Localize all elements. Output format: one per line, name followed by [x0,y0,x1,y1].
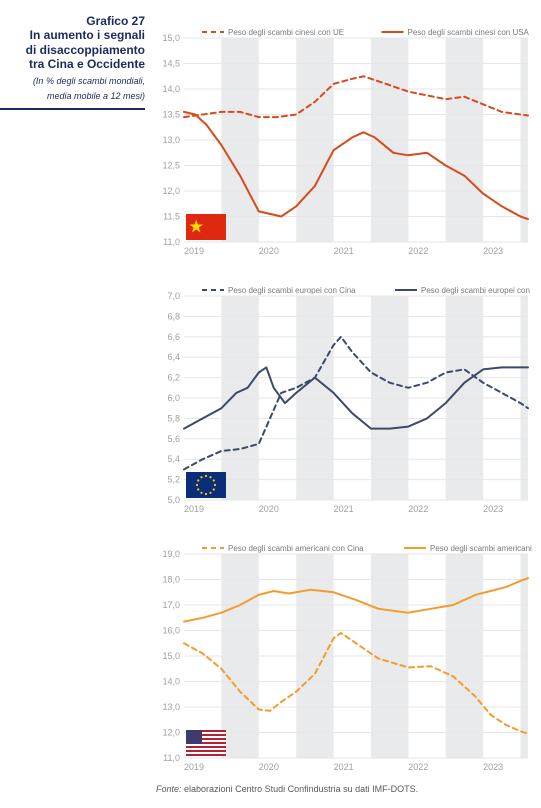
svg-text:17,0: 17,0 [162,600,180,610]
svg-text:2020: 2020 [259,762,279,772]
svg-text:18,0: 18,0 [162,575,180,585]
svg-text:2020: 2020 [259,246,279,256]
svg-text:12,5: 12,5 [162,161,180,171]
svg-text:Peso degli scambi cinesi con U: Peso degli scambi cinesi con UE [228,28,344,37]
svg-text:12,0: 12,0 [162,186,180,196]
svg-text:15,0: 15,0 [162,651,180,661]
svg-text:Peso degli scambi americani co: Peso degli scambi americani con Cina [228,544,364,553]
svg-text:11,5: 11,5 [163,212,180,222]
title-rule [0,108,145,110]
svg-text:2022: 2022 [408,504,428,514]
svg-text:14,0: 14,0 [162,84,180,94]
svg-text:2022: 2022 [408,762,428,772]
chart-number: Grafico 27 [0,14,145,28]
svg-text:14,5: 14,5 [162,59,180,69]
svg-text:2019: 2019 [184,504,204,514]
svg-text:Peso degli scambi cinesi con U: Peso degli scambi cinesi con USA [408,28,530,37]
svg-text:2021: 2021 [334,762,354,772]
svg-text:5,0: 5,0 [167,495,180,505]
svg-text:2019: 2019 [184,762,204,772]
svg-text:11,0: 11,0 [163,753,180,763]
chart-source: Fonte: elaborazioni Centro Studi Confind… [156,784,532,794]
chart-title-line2: di disaccoppiamento [0,43,145,57]
svg-text:2023: 2023 [483,504,503,514]
chart-usa: 11,0 12,0 13,0 14,0 15,0 16,0 17,0 18,0 19,0 2019… [156,534,532,776]
svg-text:6,4: 6,4 [167,352,180,362]
svg-text:5,6: 5,6 [167,434,180,444]
svg-text:14,0: 14,0 [162,677,180,687]
svg-text:19,0: 19,0 [162,549,180,559]
svg-text:13,0: 13,0 [162,702,180,712]
svg-text:5,2: 5,2 [167,475,180,485]
svg-text:13,5: 13,5 [162,110,180,120]
svg-text:5,8: 5,8 [167,413,180,423]
source-label: Fonte: [156,784,182,794]
svg-text:2023: 2023 [483,246,503,256]
svg-text:Peso degli scambi europei con: Peso degli scambi europei con Cina [228,286,356,295]
svg-text:Peso degli scambi americani co: Peso degli scambi americani con UE [430,544,532,553]
svg-text:12,0: 12,0 [162,728,180,738]
chart-title-line1: In aumento i segnali [0,28,145,42]
svg-text:13,0: 13,0 [162,135,180,145]
chart-china: 11,0 11,5 12,0 12,5 13,0 13,5 14,0 14,5 15,0 2019… [156,18,532,260]
chart-eu: 5,0 5,2 5,4 5,6 5,8 6,0 6,2 6,4 6,6 6,8 7,0 2019 202… [156,276,532,518]
svg-text:2021: 2021 [334,246,354,256]
svg-text:5,4: 5,4 [167,454,180,464]
source-text: elaborazioni Centro Studi Confindustria … [184,784,418,794]
svg-text:6,2: 6,2 [167,373,180,383]
svg-text:7,0: 7,0 [167,291,180,301]
svg-text:2023: 2023 [483,762,503,772]
chart-subtitle-line2: media mobile a 12 mesi) [0,91,145,102]
svg-text:2019: 2019 [184,246,204,256]
svg-text:2020: 2020 [259,504,279,514]
chart-subtitle-line1: (In % degli scambi mondiali, [0,76,145,87]
svg-text:11,0: 11,0 [163,237,180,247]
svg-text:2021: 2021 [334,504,354,514]
svg-text:15,0: 15,0 [162,33,180,43]
svg-text:6,8: 6,8 [167,311,180,321]
svg-text:16,0: 16,0 [162,626,180,636]
svg-text:6,6: 6,6 [167,332,180,342]
svg-text:2022: 2022 [408,246,428,256]
svg-text:Peso degli scambi europei con: Peso degli scambi europei con USA [421,286,532,295]
chart-title-line3: tra Cina e Occidente [0,57,145,71]
svg-text:6,0: 6,0 [167,393,180,403]
